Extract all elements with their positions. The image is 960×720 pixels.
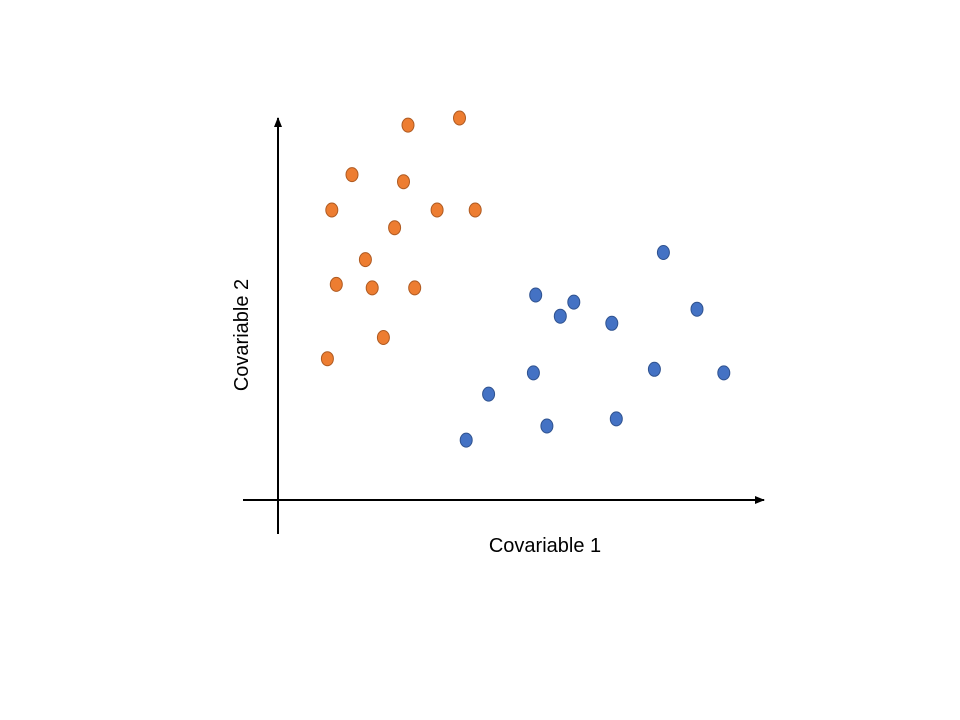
scatter-point-series-1 bbox=[376, 330, 390, 345]
scatter-point-series-2 bbox=[690, 301, 704, 317]
scatter-point-series-1 bbox=[453, 110, 466, 126]
scatter-point-series-1 bbox=[325, 202, 339, 218]
scatter-point-series-1 bbox=[345, 167, 359, 183]
scatter-point-series-1 bbox=[397, 174, 410, 190]
y-axis-label: Covariable 2 bbox=[231, 279, 253, 391]
scatter-point-series-2 bbox=[567, 294, 581, 310]
scatter-point-series-1 bbox=[388, 220, 402, 236]
scatter-point-series-2 bbox=[647, 361, 661, 377]
scatter-point-series-2 bbox=[717, 365, 731, 381]
scatter-point-series-1 bbox=[401, 117, 415, 133]
scatter-point-series-1 bbox=[430, 202, 444, 218]
scatter-point-series-1 bbox=[358, 252, 372, 268]
scatter-point-series-2 bbox=[656, 245, 670, 260]
scatter-point-series-1 bbox=[468, 202, 482, 218]
scatter-point-series-1 bbox=[408, 280, 422, 296]
scatter-point-series-2 bbox=[459, 432, 473, 448]
scatter-point-series-2 bbox=[609, 411, 623, 427]
scatter-point-series-2 bbox=[526, 365, 540, 381]
scatter-point-series-2 bbox=[482, 386, 496, 402]
scatter-point-series-1 bbox=[365, 280, 379, 296]
scatter-point-series-1 bbox=[320, 351, 334, 367]
x-axis-label: Covariable 1 bbox=[489, 535, 601, 557]
scatter-point-series-2 bbox=[540, 418, 554, 434]
scatter-point-series-2 bbox=[529, 287, 543, 303]
scatter-point-series-2 bbox=[605, 315, 619, 331]
scatter-point-series-1 bbox=[329, 276, 343, 292]
data-points bbox=[320, 110, 731, 448]
scatter-point-series-2 bbox=[553, 308, 567, 324]
